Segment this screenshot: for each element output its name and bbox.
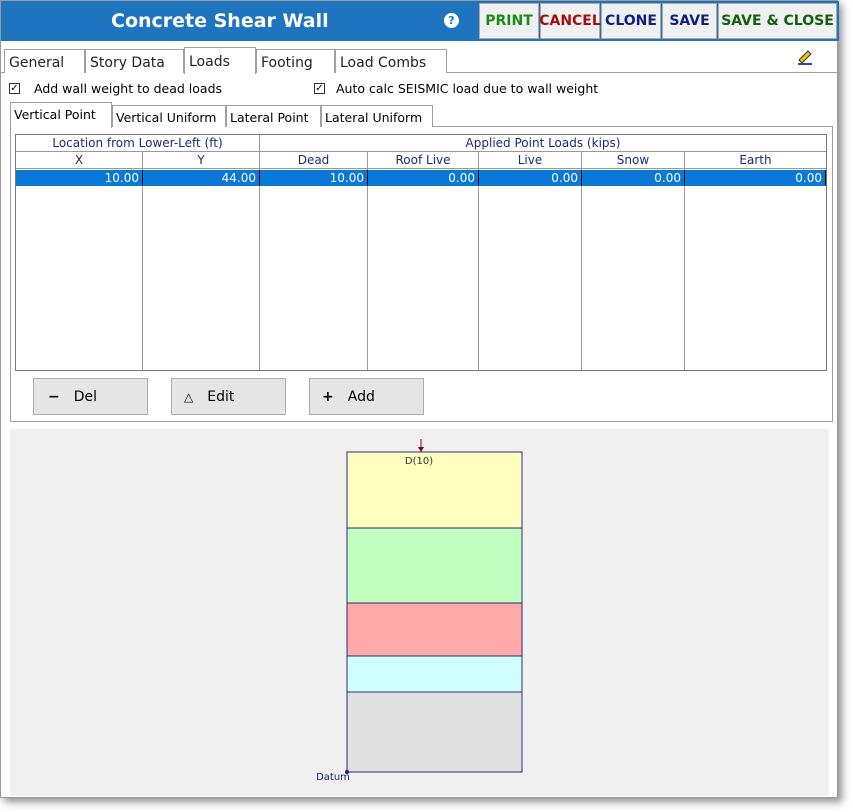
del-button[interactable]: − Del <box>33 378 148 415</box>
story-segment <box>346 602 523 657</box>
story-segment <box>346 655 523 693</box>
story-segment <box>346 451 523 529</box>
button-label: Edit <box>207 388 235 405</box>
table-cell: 0.00 <box>685 170 826 186</box>
column-header: Earth <box>685 152 826 169</box>
load-arrowhead <box>418 447 424 452</box>
subtab-active[interactable]: Vertical Point <box>10 102 112 128</box>
group-header: Applied Point Loads (kips) <box>260 135 826 152</box>
edit-button[interactable]: △ Edit <box>171 378 286 415</box>
column-line <box>685 169 826 370</box>
tab[interactable]: General <box>4 49 85 73</box>
cancel-button[interactable]: CANCEL <box>539 3 601 39</box>
edit-icon[interactable] <box>796 47 814 65</box>
column-header: Live <box>479 152 582 169</box>
column-header: X <box>16 152 143 169</box>
group-header: Location from Lower-Left (ft) <box>16 135 260 152</box>
print-button[interactable]: PRINT <box>479 3 539 39</box>
datum-point <box>345 770 349 774</box>
button-label: Add <box>347 388 375 405</box>
window-title: Concrete Shear Wall <box>111 10 329 32</box>
tab[interactable]: Load Combs <box>335 49 447 73</box>
story-segment <box>346 691 523 773</box>
table-cell: 0.00 <box>479 170 582 186</box>
button-label: Del <box>73 388 98 405</box>
grid: Location from Lower-Left (ft) Applied Poi… <box>15 134 827 371</box>
column-line <box>143 169 260 370</box>
column-header: Snow <box>582 152 685 169</box>
column-line <box>368 169 479 370</box>
table-cell: 10.00 <box>260 170 368 186</box>
table-cell: 44.00 <box>143 170 260 186</box>
diagram: D(10) Datum <box>10 429 829 796</box>
subtab[interactable]: Lateral Point <box>226 105 321 127</box>
column-header: Roof Live <box>368 152 479 169</box>
option-label: Add wall weight to dead loads <box>34 81 223 96</box>
column-line <box>260 169 368 370</box>
column-header: Dead <box>260 152 368 169</box>
add-button[interactable]: + Add <box>309 378 424 415</box>
checkbox[interactable]: ✓ <box>314 83 325 94</box>
table-cell: 0.00 <box>582 170 685 186</box>
window: Concrete Shear Wall ? PRINT CANCEL CLONE… <box>0 0 839 798</box>
subtab[interactable]: Vertical Uniform <box>112 105 226 127</box>
help-button[interactable]: ? <box>444 13 459 28</box>
column-line <box>479 169 582 370</box>
tab[interactable]: Footing <box>256 49 335 73</box>
column-header: Y <box>143 152 260 169</box>
table-cell: 0.00 <box>368 170 479 186</box>
table-cell: 10.00 <box>16 170 143 186</box>
option-label: Auto calc SEISMIC load due to wall weigh… <box>336 81 599 96</box>
tab-active[interactable]: Loads <box>184 47 256 74</box>
subtab[interactable]: Lateral Uniform <box>321 105 433 127</box>
tab[interactable]: Story Data <box>85 49 184 73</box>
clone-button[interactable]: CLONE <box>601 3 661 39</box>
column-line <box>16 169 143 370</box>
story-segment <box>346 527 523 604</box>
datum-label: Datum <box>316 772 350 783</box>
save-close-button[interactable]: SAVE & CLOSE <box>718 3 837 39</box>
save-button[interactable]: SAVE <box>662 3 717 39</box>
checkbox[interactable]: ✓ <box>9 83 20 94</box>
column-line <box>582 169 685 370</box>
load-label: D(10) <box>405 456 433 467</box>
